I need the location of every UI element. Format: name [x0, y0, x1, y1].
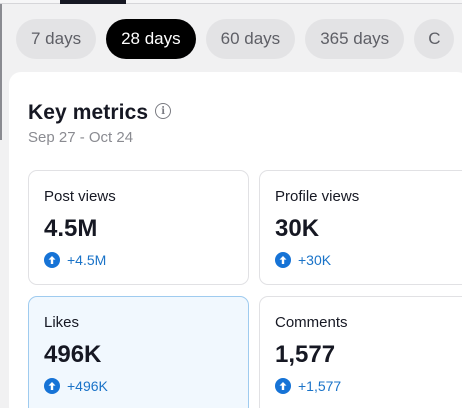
scrollbar[interactable] — [0, 4, 2, 140]
metric-value: 4.5M — [44, 215, 98, 242]
date-range-label: Sep 27 - Oct 24 — [28, 129, 134, 146]
metric-card-post-views[interactable]: Post views 4.5M +4.5M — [28, 170, 249, 285]
info-icon[interactable]: i — [155, 103, 172, 119]
metric-value: 1,577 — [275, 341, 336, 368]
metric-card-profile-views[interactable]: Profile views 30K +30K — [259, 170, 462, 285]
metric-change: +4.5M — [44, 252, 248, 268]
top-tab-bar — [0, 0, 462, 4]
metric-value: 496K — [44, 341, 102, 368]
metric-label: Comments — [275, 314, 348, 331]
range-chip-365-days[interactable]: 365 days — [305, 19, 405, 59]
range-chip-custom[interactable]: C — [414, 19, 455, 59]
arrow-up-circle-icon — [275, 378, 291, 394]
metric-change-value: +4.5M — [67, 252, 107, 268]
active-tab-indicator — [60, 0, 126, 4]
key-metrics-header: Key metrics i Sep 27 - Oct 24 — [28, 101, 172, 146]
metric-value: 30K — [275, 215, 320, 242]
metric-card-likes[interactable]: Likes 496K +496K — [28, 296, 249, 408]
metric-change: +30K — [275, 252, 462, 268]
metric-label: Post views — [44, 188, 116, 205]
range-chip-60-days[interactable]: 60 days — [205, 19, 296, 59]
range-chip-28-days[interactable]: 28 days — [106, 19, 196, 59]
metric-label: Profile views — [275, 188, 360, 205]
metric-change-value: +1,577 — [298, 378, 342, 394]
arrow-up-circle-icon — [275, 252, 291, 268]
metric-change-value: +30K — [298, 252, 332, 268]
section-title: Key metrics — [28, 101, 149, 124]
metric-label: Likes — [44, 314, 80, 331]
time-range-selector: 7 days 28 days 60 days 365 days C — [16, 19, 455, 59]
metric-card-comments[interactable]: Comments 1,577 +1,577 — [259, 296, 462, 408]
metric-change: +496K — [44, 378, 248, 394]
metric-change: +1,577 — [275, 378, 462, 394]
range-chip-7-days[interactable]: 7 days — [16, 19, 97, 59]
arrow-up-circle-icon — [44, 252, 60, 268]
metric-change-value: +496K — [67, 378, 108, 394]
arrow-up-circle-icon — [44, 378, 60, 394]
